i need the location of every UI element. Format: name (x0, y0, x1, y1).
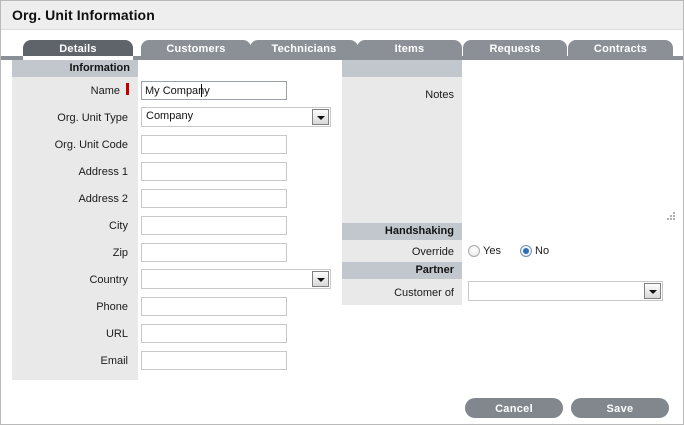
tab-details[interactable]: Details (23, 40, 133, 58)
input-name[interactable] (141, 81, 287, 100)
tab-requests[interactable]: Requests (463, 40, 567, 58)
input-phone[interactable] (141, 297, 287, 316)
chevron-down-icon[interactable] (312, 271, 329, 287)
label-url: URL (105, 328, 128, 340)
active-tab-notch (23, 56, 133, 60)
text-cursor (200, 84, 202, 97)
input-org-unit-code[interactable] (141, 135, 287, 154)
input-address-2[interactable] (141, 189, 287, 208)
select-customer-of[interactable] (468, 281, 663, 301)
radio-override-yes[interactable] (468, 245, 480, 257)
input-url[interactable] (141, 324, 287, 343)
label-address-2: Address 2 (78, 193, 128, 205)
radio-label-yes[interactable]: Yes (483, 245, 501, 257)
label-country: Country (89, 274, 128, 286)
required-marker-icon (126, 83, 129, 95)
page-title: Org. Unit Information (12, 7, 155, 23)
select-value-org-unit-type: Company (146, 110, 194, 122)
select-country[interactable] (141, 269, 331, 289)
partner-label-column (342, 279, 462, 305)
window-titlebar: Org. Unit Information (1, 1, 683, 30)
resize-grip-icon[interactable] (667, 212, 676, 221)
input-email[interactable] (141, 351, 287, 370)
notes-label-column (342, 77, 462, 223)
label-notes: Notes (425, 89, 454, 101)
label-org-unit-type: Org. Unit Type (57, 112, 128, 124)
chevron-down-icon[interactable] (644, 283, 661, 299)
chevron-down-icon[interactable] (312, 109, 329, 125)
tab-customers[interactable]: Customers (141, 40, 251, 58)
input-city[interactable] (141, 216, 287, 235)
section-header-handshaking: Handshaking (342, 223, 462, 240)
left-label-column (12, 77, 138, 380)
tab-contracts[interactable]: Contracts (568, 40, 673, 58)
label-override: Override (411, 246, 454, 258)
radio-label-no[interactable]: No (535, 245, 550, 257)
notes-textarea[interactable] (466, 77, 680, 223)
label-address-1: Address 1 (78, 166, 128, 178)
label-name: Name (90, 85, 120, 97)
override-radio-group: Yes No (468, 245, 578, 259)
tab-bar-underline (1, 56, 683, 60)
cancel-button[interactable]: Cancel (465, 398, 563, 418)
tab-bar: Details Customers Technicians Items Requests… (1, 31, 683, 58)
label-zip: Zip (112, 247, 128, 259)
label-city: City (109, 220, 128, 232)
input-zip[interactable] (141, 243, 287, 262)
section-header-partner: Partner (342, 262, 462, 279)
save-button[interactable]: Save (571, 398, 669, 418)
label-org-unit-code: Org. Unit Code (54, 139, 128, 151)
select-org-unit-type[interactable]: Company (141, 107, 331, 127)
label-customer-of: Customer of (394, 287, 454, 299)
section-header-notes-bar (342, 60, 462, 77)
section-header-information: Information (12, 60, 138, 77)
tab-technicians[interactable]: Technicians (250, 40, 358, 58)
tab-items[interactable]: Items (357, 40, 462, 58)
radio-override-no[interactable] (520, 245, 532, 257)
handshaking-label-column (342, 240, 462, 262)
input-address-1[interactable] (141, 162, 287, 181)
label-phone: Phone (96, 301, 128, 313)
label-email: Email (100, 355, 128, 367)
